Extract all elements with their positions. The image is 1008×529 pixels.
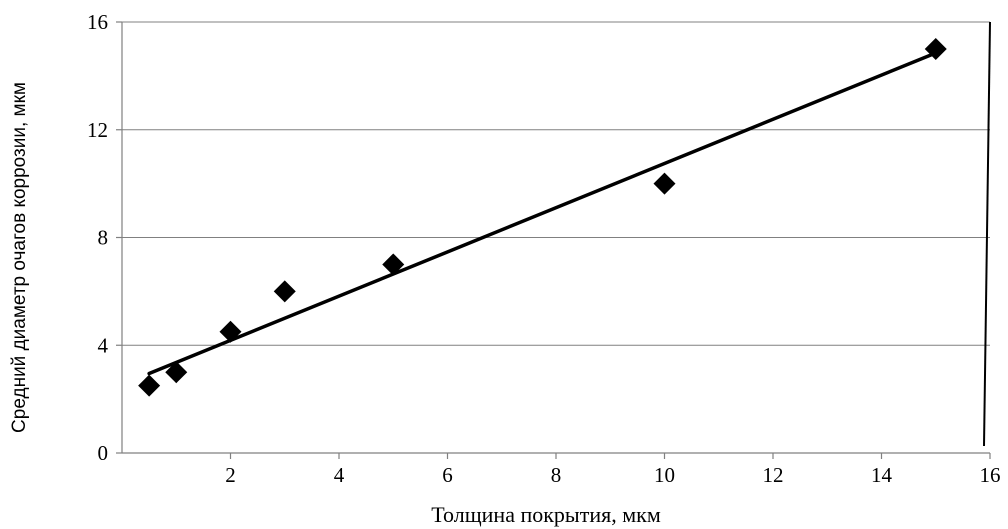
x-tick-label-4: 10 bbox=[654, 463, 675, 487]
right-border-line bbox=[983, 21, 991, 447]
y-tick-label-1: 4 bbox=[98, 333, 109, 357]
data-point-3 bbox=[273, 280, 296, 303]
x-axis-title: Толщина покрытия, мкм bbox=[431, 502, 661, 527]
y-axis-ticks: 0 4 8 12 16 bbox=[87, 10, 122, 465]
x-tick-label-3: 8 bbox=[551, 463, 562, 487]
gridlines bbox=[122, 21, 990, 346]
x-tick-label-2: 6 bbox=[442, 463, 453, 487]
trendline-group bbox=[147, 51, 938, 376]
data-point-5 bbox=[653, 172, 676, 195]
y-tick-label-2: 8 bbox=[98, 226, 109, 250]
x-axis-ticks: 2 4 6 8 10 12 14 16 bbox=[225, 453, 1001, 487]
y-tick-label-3: 12 bbox=[87, 118, 108, 142]
x-tick-label-7: 16 bbox=[980, 463, 1001, 487]
x-tick-label-0: 2 bbox=[225, 463, 236, 487]
y-axis-title: Средний диаметр очагов коррозии, мкм bbox=[9, 82, 30, 433]
x-tick-label-1: 4 bbox=[334, 463, 345, 487]
data-point-4 bbox=[382, 253, 405, 276]
x-tick-label-5: 12 bbox=[763, 463, 784, 487]
trendline bbox=[147, 51, 938, 376]
data-point-2 bbox=[219, 320, 242, 343]
data-points bbox=[138, 37, 947, 397]
y-tick-label-0: 0 bbox=[98, 441, 109, 465]
data-point-1 bbox=[165, 361, 188, 384]
x-tick-label-6: 14 bbox=[871, 463, 893, 487]
data-point-0 bbox=[138, 374, 161, 397]
y-tick-label-4: 16 bbox=[87, 10, 108, 34]
data-point-6 bbox=[924, 37, 947, 60]
